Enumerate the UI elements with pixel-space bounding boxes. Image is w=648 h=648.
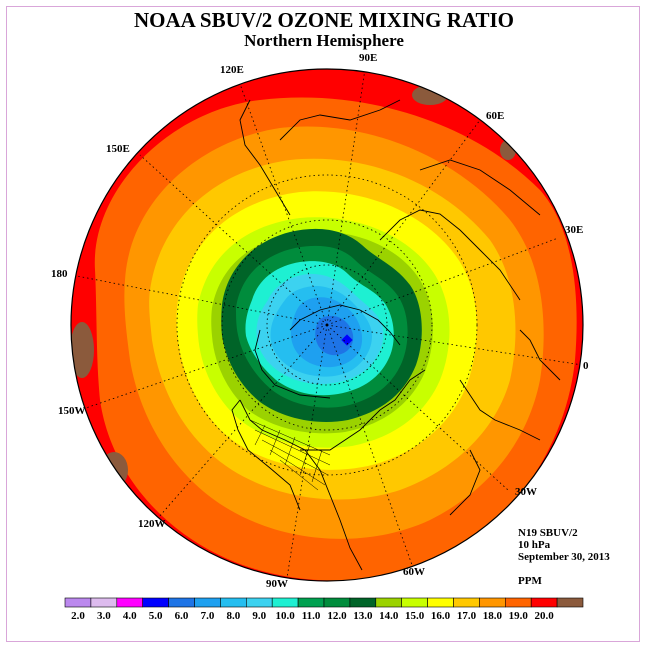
- band-6: [315, 315, 354, 356]
- lon-label-150w: 150W: [58, 405, 86, 417]
- lon-label-120e: 120E: [220, 64, 244, 76]
- state-boundaries: [249, 419, 331, 491]
- lon-label-0: 0: [583, 360, 589, 372]
- date-label: September 30, 2013: [518, 551, 610, 563]
- lon-label-90e: 90E: [359, 52, 378, 64]
- lon-label-60e: 60E: [486, 110, 505, 122]
- satellite-label: N19 SBUV/2: [518, 527, 578, 539]
- map-subtitle: Northern Hemisphere: [244, 31, 404, 50]
- figure-frame: [6, 6, 640, 642]
- lon-label-150e: 150E: [106, 143, 130, 155]
- band-20-top: [412, 85, 448, 105]
- lon-label-60w: 60W: [403, 566, 425, 578]
- lon-label-180: 180: [51, 268, 68, 280]
- band-20-left-lower: [100, 452, 128, 488]
- band-5: [341, 334, 353, 346]
- map-boundary: [70, 68, 584, 582]
- map-title: NOAA SBUV/2 OZONE MIXING RATIO: [134, 8, 514, 32]
- lon-label-30w: 30W: [515, 486, 537, 498]
- coastlines: [231, 99, 561, 571]
- lon-label-120w: 120W: [138, 518, 166, 530]
- pressure-level-label: 10 hPa: [518, 539, 551, 551]
- graticule: [71, 69, 583, 579]
- units-label: PPM: [518, 575, 542, 587]
- lon-label-90w: 90W: [266, 578, 288, 590]
- band-20-left: [71, 322, 94, 378]
- lon-label-30e: 30E: [565, 224, 584, 236]
